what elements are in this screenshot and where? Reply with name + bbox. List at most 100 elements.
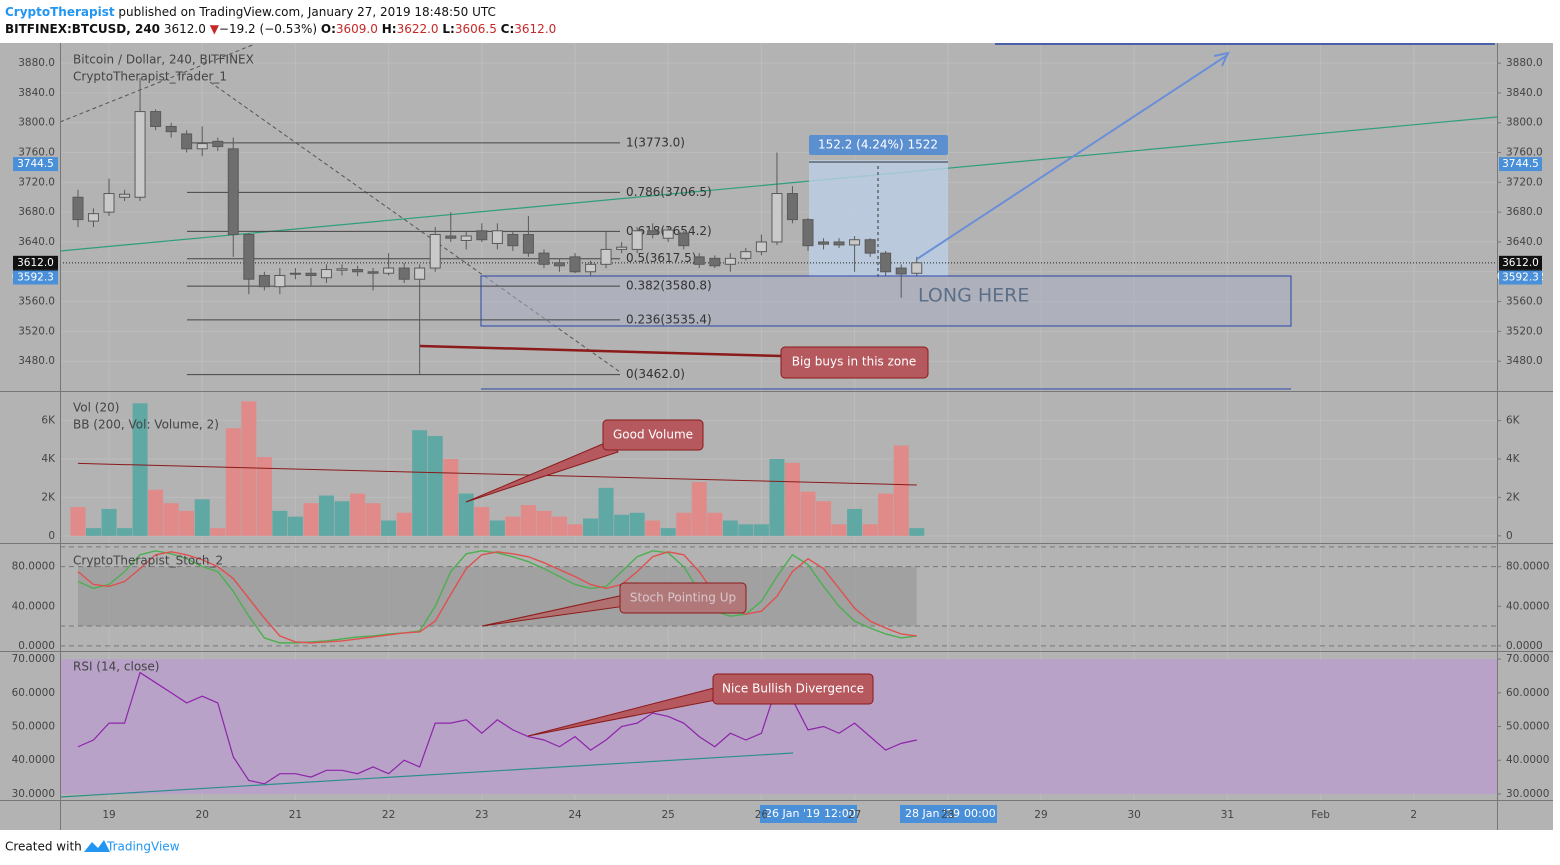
y-tick-label: 3480.0	[1506, 355, 1543, 367]
price-label-bg	[13, 157, 58, 172]
volume-bar	[194, 499, 210, 536]
y-tick-label: 40.0000	[12, 754, 55, 766]
y-tick-label: 3680.0	[18, 206, 55, 218]
candle-body	[538, 252, 550, 265]
y-tick-label: 3520.0	[1506, 325, 1543, 337]
y-tick-label: 2K	[41, 491, 56, 503]
x-tick-label: 2	[1410, 809, 1417, 821]
ruler-box	[809, 160, 948, 277]
candle-body	[569, 256, 581, 273]
pane-title: RSI (14, close)	[73, 660, 159, 674]
pane-title: CryptoTherapist_Stoch_2	[73, 554, 223, 568]
y-tick-label: 70.0000	[12, 653, 55, 665]
candle-body	[631, 230, 643, 250]
y-tick-label: 3760.0	[18, 147, 55, 159]
volume-bar	[551, 516, 567, 536]
callout-text: Big buys in this zone	[792, 355, 916, 369]
projection-arrow	[916, 55, 1227, 260]
candle-body	[600, 248, 612, 265]
y-tick-label: 70.0000	[1506, 653, 1549, 665]
candle-body	[352, 269, 364, 273]
y-tick-label: 6K	[1506, 415, 1521, 427]
ruler-label: 152.2 (4.24%) 1522	[818, 138, 938, 152]
last: 3612.0	[164, 22, 206, 36]
volume-bar	[800, 491, 816, 536]
candle-body	[491, 230, 503, 244]
candle-body	[786, 193, 798, 221]
volume-bar	[505, 516, 521, 536]
series-line	[77, 550, 917, 644]
fib-label: 0.786(3706.5)	[626, 185, 712, 199]
volume-bar	[179, 510, 195, 536]
price-label: 3612.0	[1502, 257, 1539, 269]
candle-body	[755, 241, 767, 253]
rsi-trend	[59, 752, 794, 798]
ruler-label-bg	[809, 135, 948, 155]
price-label: 3744.5	[1502, 158, 1539, 170]
volume-bar	[427, 435, 443, 536]
volume-bar	[862, 524, 878, 536]
price-label-bg	[1499, 255, 1542, 270]
callout-text: Stoch Pointing Up	[630, 591, 736, 605]
volume-bar	[878, 493, 894, 536]
x-tick-label: 24	[568, 809, 582, 821]
volume-bar	[412, 430, 428, 536]
candle-body	[305, 272, 317, 276]
y-tick-label: 3840.0	[18, 87, 55, 99]
x-tick-label: Feb	[1311, 809, 1330, 821]
candle-body	[724, 257, 736, 265]
candle-body	[72, 196, 84, 221]
volume-bar	[334, 501, 350, 536]
c: 3612.0	[514, 22, 556, 36]
time-label: 00:00	[964, 807, 996, 820]
y-tick-label: 60.0000	[12, 687, 55, 699]
o: 3609.0	[336, 22, 378, 36]
x-tick-label: 30	[1127, 809, 1140, 821]
x-tick-label: 31	[1221, 809, 1234, 821]
volume-bar	[645, 520, 661, 536]
y-tick-label: 4K	[1506, 453, 1521, 465]
fib-label: 0.382(3580.8)	[626, 279, 712, 293]
candle-body	[693, 256, 705, 265]
time-label-bg	[900, 805, 997, 823]
symbol: BITFINEX:BTCUSD, 240	[5, 22, 160, 36]
candle-body	[709, 257, 721, 267]
y-tick-label: 3760.0	[1506, 147, 1543, 159]
pane-title: Vol (20)	[73, 401, 119, 415]
trend-line	[59, 116, 1498, 252]
symbol-line: BITFINEX:BTCUSD, 240 3612.0 ▼−19.2 (−0.5…	[5, 22, 556, 36]
volume-bar	[707, 512, 723, 536]
volume-bar	[769, 459, 785, 536]
volume-bar	[536, 510, 552, 536]
footer-brand[interactable]: TradingView	[106, 840, 180, 854]
x-tick-label: 20	[196, 809, 209, 821]
volume-bar	[396, 512, 412, 536]
volume-bar	[70, 507, 86, 536]
pane-subtitle: BB (200, Vol: Volume, 2)	[73, 418, 219, 432]
time-label: 26 Jan '19	[765, 807, 820, 820]
y-tick-label: 3880.0	[18, 57, 55, 69]
candle-body	[165, 125, 177, 133]
y-tick-label: 3640.0	[18, 236, 55, 248]
volume-bar	[443, 459, 459, 536]
volume-bar	[909, 528, 925, 536]
candle-body	[647, 230, 659, 236]
y-tick-label: 0	[1506, 530, 1513, 542]
long-zone	[480, 275, 1292, 327]
volume-bar	[210, 528, 226, 536]
candle-body	[616, 246, 628, 250]
candle-body	[414, 267, 426, 280]
x-tick-label: 28	[941, 809, 954, 821]
candle-body	[398, 267, 410, 280]
candle-body	[740, 251, 752, 259]
arrow-head	[1213, 51, 1230, 67]
candle-body	[227, 148, 239, 236]
candle-body	[289, 272, 301, 275]
x-tick-label: 27	[848, 809, 861, 821]
candle-body	[119, 193, 131, 198]
fib-label: 0.236(3535.4)	[626, 312, 712, 326]
volume-bar	[163, 503, 179, 536]
y-tick-label: 3560.0	[18, 296, 55, 308]
y-tick-label: 30.0000	[1506, 788, 1549, 800]
